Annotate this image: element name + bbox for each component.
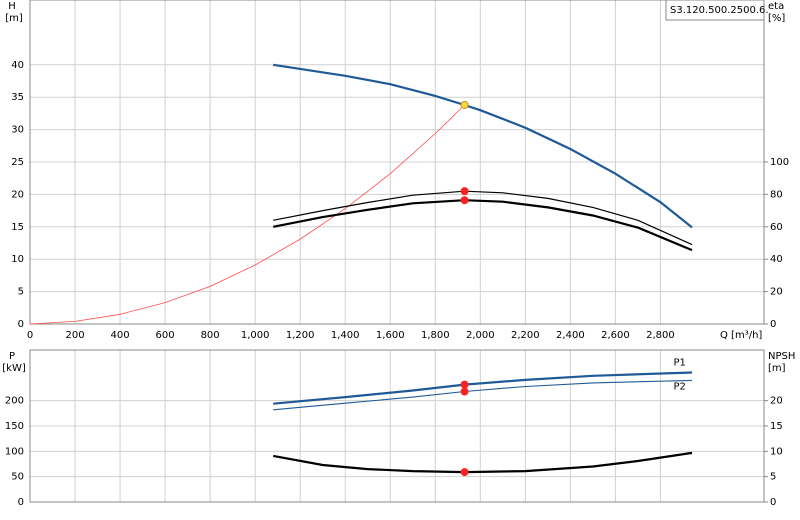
y2-tick-label: 20 <box>770 287 783 298</box>
y2-tick-label: 60 <box>770 222 783 233</box>
y-tick-label: 25 <box>11 157 24 168</box>
y2-tick-label: 0 <box>770 497 776 508</box>
operating-point <box>460 468 469 477</box>
operating-point <box>460 196 469 205</box>
y2-tick-label: 10 <box>770 446 783 457</box>
x-tick-label: 0 <box>27 330 33 341</box>
operating-point <box>460 187 469 196</box>
y2-tick-label: 15 <box>770 421 783 432</box>
operating-point <box>460 100 469 109</box>
y-axis-unit: [kW] <box>2 363 26 374</box>
series-label: P2 <box>674 381 686 392</box>
x-tick-label: 1,600 <box>376 330 405 341</box>
plot-frame <box>29 0 765 325</box>
x-tick-label: 1,400 <box>331 330 360 341</box>
y-tick-label: 50 <box>11 472 24 483</box>
series-label: P1 <box>674 358 686 369</box>
plots: 0 200 400 600 800 1,000 1,200 1,400 1,600 1,800 2,… <box>2 0 795 508</box>
curve <box>273 63 693 229</box>
curve <box>29 104 465 325</box>
x-tick-label: 1,800 <box>421 330 450 341</box>
x-tick-label: 2,400 <box>556 330 585 341</box>
x-tick-label: 800 <box>201 330 220 341</box>
y-axis-unit: [m] <box>5 13 23 24</box>
y-tick-label: 5 <box>18 287 24 298</box>
y-tick-label: 15 <box>11 222 24 233</box>
curve <box>272 199 693 252</box>
x-tick-label: 600 <box>156 330 175 341</box>
curve <box>273 190 693 246</box>
y2-axis-unit: [m] <box>768 363 786 374</box>
y-tick-label: 150 <box>5 421 24 432</box>
operating-point <box>460 387 469 396</box>
y-axis-label: H <box>8 1 16 12</box>
title-box <box>665 0 765 21</box>
plot-frame <box>29 349 765 503</box>
y2-axis-unit: [%] <box>768 13 785 24</box>
y-tick-label: 0 <box>18 497 24 508</box>
x-tick-label: 1,200 <box>286 330 315 341</box>
y-tick-label: 10 <box>11 254 24 265</box>
x-tick-label: 200 <box>65 330 84 341</box>
y2-tick-label: 0 <box>770 319 776 330</box>
y2-tick-label: 20 <box>770 396 783 407</box>
x-tick-label: 2,200 <box>511 330 540 341</box>
chart-title: S3.120.500.2500.6. <box>670 5 769 16</box>
x-tick-label: 400 <box>111 330 130 341</box>
operating-point <box>460 380 469 389</box>
x-tick-label: 2,600 <box>601 330 630 341</box>
y-tick-label: 35 <box>11 92 24 103</box>
x-tick-label: 1,000 <box>241 330 270 341</box>
y-tick-label: 20 <box>11 189 24 200</box>
x-tick-label: 2,800 <box>646 330 675 341</box>
y-tick-label: 30 <box>11 125 24 136</box>
x-tick-label: 2,000 <box>466 330 495 341</box>
y-axis-label: P <box>9 351 15 362</box>
x-axis-label: Q [m³/h] <box>720 330 762 341</box>
y2-axis-label: NPSH <box>768 351 795 362</box>
y2-tick-label: 5 <box>770 472 776 483</box>
y2-tick-label: 80 <box>770 189 783 200</box>
y-tick-label: 40 <box>11 60 24 71</box>
y2-axis-label: eta <box>768 1 784 12</box>
y2-tick-label: 40 <box>770 254 783 265</box>
y2-tick-label: 100 <box>770 157 789 168</box>
y-tick-label: 100 <box>5 446 24 457</box>
y-tick-label: 0 <box>18 319 24 330</box>
y-tick-label: 200 <box>5 396 24 407</box>
